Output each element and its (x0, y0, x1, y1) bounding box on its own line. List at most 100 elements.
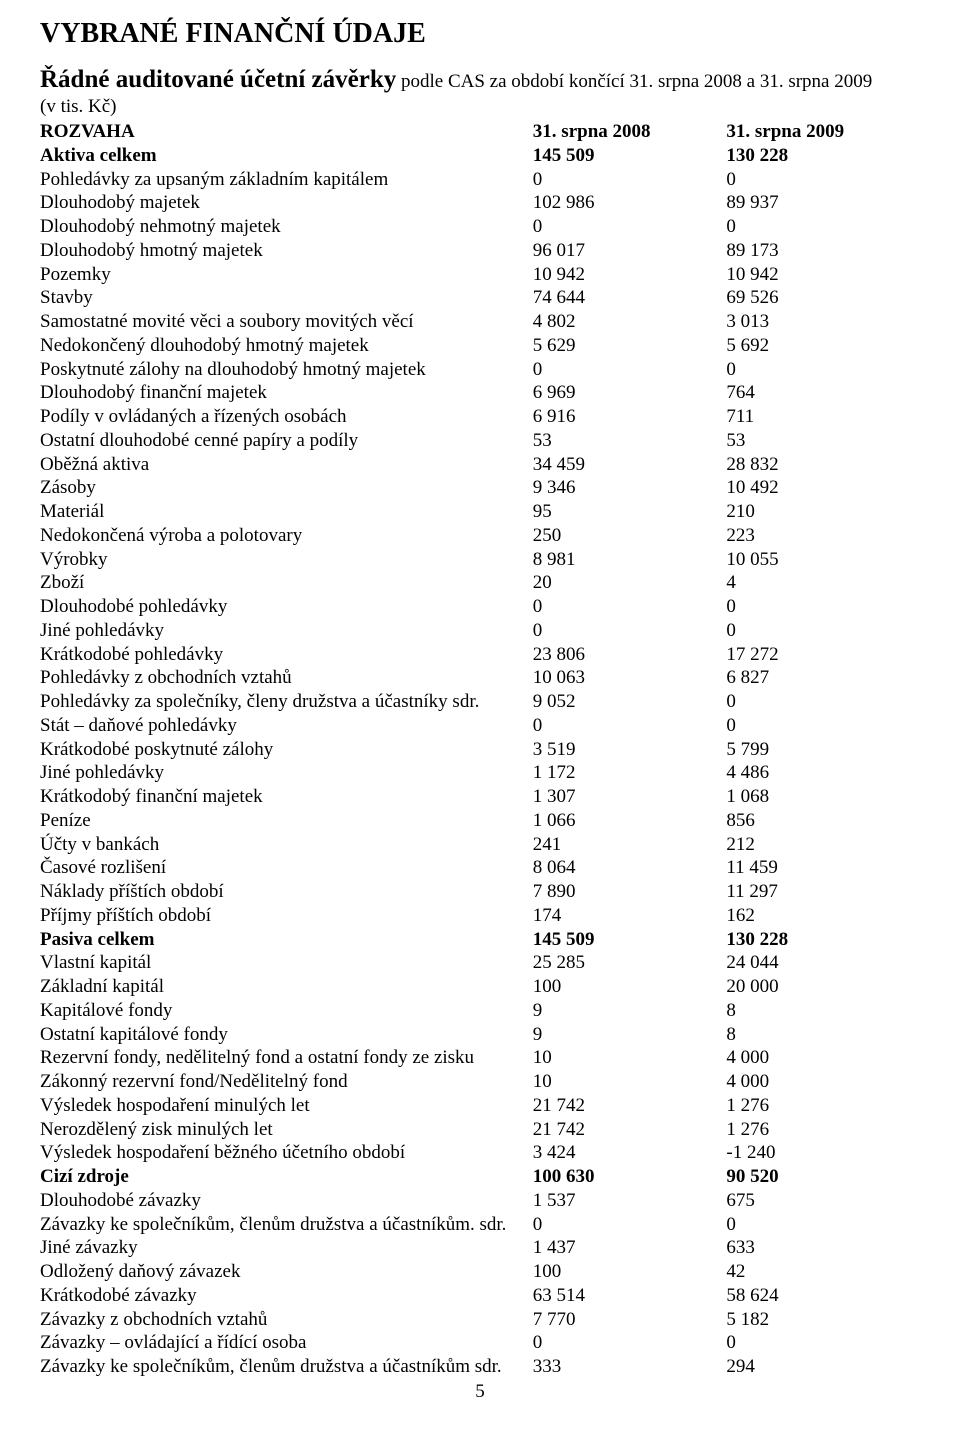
row-value-1: 0 (533, 358, 727, 382)
row-value-2: 212 (726, 833, 920, 857)
row-value-1: 1 537 (533, 1189, 727, 1213)
row-label: Odložený daňový závazek (40, 1260, 533, 1284)
row-value-2: 69 526 (726, 286, 920, 310)
table-row: Nedokončený dlouhodobý hmotný majetek 5 6… (40, 334, 920, 358)
table-row: Dlouhodobý finanční majetek6 969764 (40, 381, 920, 405)
row-value-1: 100 (533, 1260, 727, 1284)
row-value-1: 1 437 (533, 1236, 727, 1260)
header-col2: 31. srpna 2009 (726, 120, 920, 144)
row-value-2: 0 (726, 1213, 920, 1237)
table-row: Závazky – ovládající a řídící osoba00 (40, 1331, 920, 1355)
row-value-1: 95 (533, 500, 727, 524)
row-value-1: 96 017 (533, 239, 727, 263)
row-label: Základní kapitál (40, 975, 533, 999)
row-value-1: 0 (533, 168, 727, 192)
row-value-2: 711 (726, 405, 920, 429)
table-row: Závazky z obchodních vztahů7 7705 182 (40, 1308, 920, 1332)
row-label: Aktiva celkem (40, 144, 533, 168)
row-label: Účty v bankách (40, 833, 533, 857)
row-label: Dlouhodobé závazky (40, 1189, 533, 1213)
row-value-1: 9 346 (533, 476, 727, 500)
table-row: Stavby74 64469 526 (40, 286, 920, 310)
row-label: Rezervní fondy, nedělitelný fond a ostat… (40, 1046, 533, 1070)
row-label: Dlouhodobý hmotný majetek (40, 239, 533, 263)
row-value-2: 4 000 (726, 1046, 920, 1070)
row-value-2: 856 (726, 809, 920, 833)
table-row: Nerozdělený zisk minulých let21 7421 276 (40, 1118, 920, 1142)
row-value-2: 223 (726, 524, 920, 548)
row-label: Závazky z obchodních vztahů (40, 1308, 533, 1332)
row-label: Dlouhodobé pohledávky (40, 595, 533, 619)
row-value-1: 3 424 (533, 1141, 727, 1165)
table-row: Dlouhodobý majetek102 98689 937 (40, 191, 920, 215)
table-row: Ostatní kapitálové fondy98 (40, 1023, 920, 1047)
row-value-2: 0 (726, 595, 920, 619)
row-value-2: 210 (726, 500, 920, 524)
row-value-1: 21 742 (533, 1118, 727, 1142)
row-value-2: 1 068 (726, 785, 920, 809)
row-value-1: 3 519 (533, 738, 727, 762)
row-value-1: 241 (533, 833, 727, 857)
subtitle-line: Řádné auditované účetní závěrky podle CA… (40, 66, 920, 94)
table-row: Zboží204 (40, 571, 920, 595)
row-value-2: 28 832 (726, 453, 920, 477)
table-row: Pasiva celkem145 509130 228 (40, 928, 920, 952)
row-value-2: 10 055 (726, 548, 920, 572)
row-label: Pohledávky z obchodních vztahů (40, 666, 533, 690)
row-value-1: 8 981 (533, 548, 727, 572)
table-row: Vlastní kapitál25 28524 044 (40, 951, 920, 975)
row-label: Výsledek hospodaření minulých let (40, 1094, 533, 1118)
row-value-1: 250 (533, 524, 727, 548)
row-label: Dlouhodobý nehmotný majetek (40, 215, 533, 239)
row-label: Náklady příštích období (40, 880, 533, 904)
row-value-1: 0 (533, 1331, 727, 1355)
table-row: Samostatné movité věci a soubory movitýc… (40, 310, 920, 334)
row-value-2: 58 624 (726, 1284, 920, 1308)
row-label: Zákonný rezervní fond/Nedělitelný fond (40, 1070, 533, 1094)
row-value-2: 162 (726, 904, 920, 928)
table-row: Dlouhodobé pohledávky00 (40, 595, 920, 619)
table-row: Kapitálové fondy98 (40, 999, 920, 1023)
row-label: Výrobky (40, 548, 533, 572)
row-value-2: 24 044 (726, 951, 920, 975)
table-row: Dlouhodobý nehmotný majetek00 (40, 215, 920, 239)
row-value-2: 0 (726, 358, 920, 382)
row-label: Jiné pohledávky (40, 619, 533, 643)
row-value-2: 17 272 (726, 643, 920, 667)
row-label: Materiál (40, 500, 533, 524)
table-row: Krátkodobé závazky63 51458 624 (40, 1284, 920, 1308)
row-value-1: 0 (533, 595, 727, 619)
row-value-2: 633 (726, 1236, 920, 1260)
row-value-2: 89 173 (726, 239, 920, 263)
row-value-2: -1 240 (726, 1141, 920, 1165)
table-row: Výsledek hospodaření běžného účetního ob… (40, 1141, 920, 1165)
row-label: Závazky ke společníkům, členům družstva … (40, 1355, 533, 1379)
row-value-1: 1 066 (533, 809, 727, 833)
row-label: Nedokončený dlouhodobý hmotný majetek (40, 334, 533, 358)
row-value-2: 11 459 (726, 856, 920, 880)
row-value-2: 53 (726, 429, 920, 453)
row-value-2: 1 276 (726, 1094, 920, 1118)
row-value-2: 5 692 (726, 334, 920, 358)
row-value-1: 1 307 (533, 785, 727, 809)
row-value-2: 0 (726, 619, 920, 643)
row-label: Jiné závazky (40, 1236, 533, 1260)
row-value-1: 0 (533, 215, 727, 239)
row-value-2: 4 (726, 571, 920, 595)
table-row: Časové rozlišení8 06411 459 (40, 856, 920, 880)
row-value-1: 10 942 (533, 263, 727, 287)
row-value-2: 6 827 (726, 666, 920, 690)
table-row: Poskytnuté zálohy na dlouhodobý hmotný m… (40, 358, 920, 382)
row-value-1: 9 (533, 1023, 727, 1047)
subtitle-rest: podle CAS za období končící 31. srpna 20… (396, 71, 872, 92)
row-label: Krátkodobé závazky (40, 1284, 533, 1308)
row-value-1: 10 063 (533, 666, 727, 690)
row-value-1: 100 (533, 975, 727, 999)
row-value-2: 11 297 (726, 880, 920, 904)
row-label: Výsledek hospodaření běžného účetního ob… (40, 1141, 533, 1165)
page-number: 5 (40, 1381, 920, 1403)
unit-note: (v tis. Kč) (40, 96, 920, 118)
row-label: Krátkodobé pohledávky (40, 643, 533, 667)
row-value-2: 0 (726, 714, 920, 738)
table-row: Stát – daňové pohledávky00 (40, 714, 920, 738)
